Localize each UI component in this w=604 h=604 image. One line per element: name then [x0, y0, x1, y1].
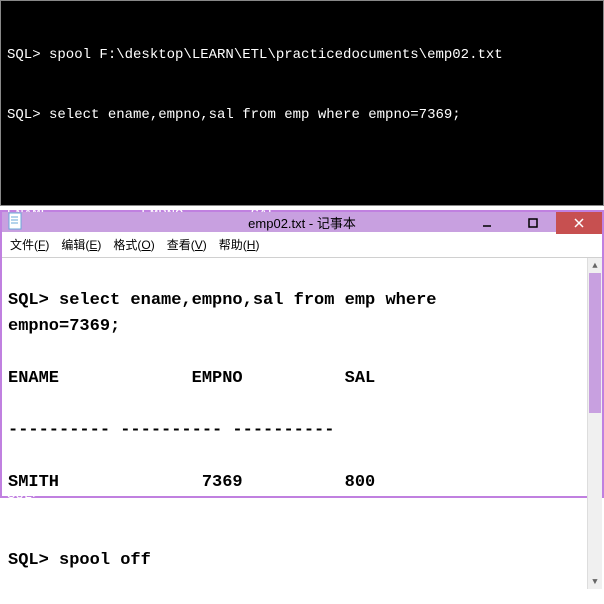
content-line: ENAME EMPNO SAL	[8, 369, 375, 388]
maximize-button[interactable]	[510, 212, 556, 234]
minimize-button[interactable]	[464, 212, 510, 234]
menu-help[interactable]: 帮助(H)	[215, 234, 264, 255]
notepad-textarea[interactable]: SQL> select ename,empno,sal from emp whe…	[2, 258, 602, 604]
window-title: emp02.txt - 记事本	[248, 213, 356, 232]
menu-format[interactable]: 格式(O)	[109, 234, 158, 255]
content-line: empno=7369;	[8, 317, 120, 336]
content-line: SQL> spool off	[8, 551, 151, 570]
terminal-line: SQL> select ename,empno,sal from emp whe…	[7, 105, 597, 125]
content-line: SQL> select ename,empno,sal from emp whe…	[8, 291, 447, 310]
scroll-down-icon[interactable]: ▼	[588, 574, 602, 589]
titlebar[interactable]: emp02.txt - 记事本	[2, 212, 602, 232]
terminal-line: SQL> spool F:\desktop\LEARN\ETL\practice…	[7, 45, 597, 65]
close-button[interactable]	[556, 212, 602, 234]
menubar: 文件(F) 编辑(E) 格式(O) 查看(V) 帮助(H)	[2, 232, 602, 258]
notepad-window: emp02.txt - 记事本 文件(F) 编辑(E) 格式(O) 查看(V) …	[0, 210, 604, 498]
menu-view[interactable]: 查看(V)	[163, 234, 211, 255]
content-line: ---------- ---------- ----------	[8, 421, 334, 440]
menu-file[interactable]: 文件(F)	[6, 234, 53, 255]
vertical-scrollbar[interactable]: ▲ ▼	[587, 258, 602, 589]
content-line: SMITH 7369 800	[8, 473, 375, 492]
notepad-icon	[8, 212, 28, 232]
scrollbar-thumb[interactable]	[589, 273, 601, 413]
menu-edit[interactable]: 编辑(E)	[57, 234, 105, 255]
scroll-up-icon[interactable]: ▲	[588, 258, 602, 273]
window-controls	[464, 212, 602, 232]
sql-terminal[interactable]: SQL> spool F:\desktop\LEARN\ETL\practice…	[0, 0, 604, 206]
